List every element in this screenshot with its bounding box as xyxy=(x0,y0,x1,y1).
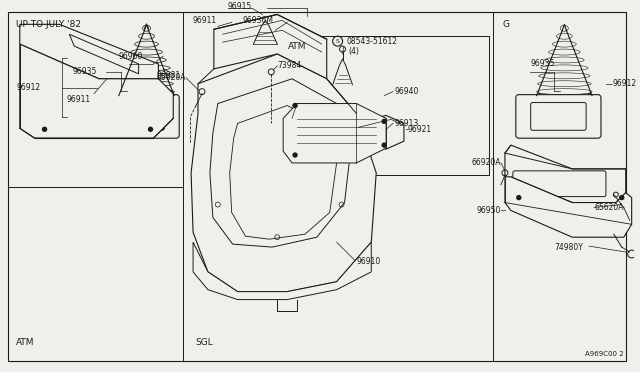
Ellipse shape xyxy=(143,25,150,31)
Text: ATM: ATM xyxy=(16,338,35,347)
Polygon shape xyxy=(283,103,386,163)
Text: 96912: 96912 xyxy=(613,79,637,88)
Ellipse shape xyxy=(556,33,572,39)
Polygon shape xyxy=(20,24,159,79)
Text: 96911: 96911 xyxy=(67,95,90,104)
Ellipse shape xyxy=(538,81,591,87)
Polygon shape xyxy=(193,242,371,299)
Ellipse shape xyxy=(561,25,568,31)
Text: ATM: ATM xyxy=(288,42,307,51)
Text: SGL: SGL xyxy=(195,338,212,347)
Polygon shape xyxy=(355,115,404,149)
Polygon shape xyxy=(505,177,632,237)
Text: A969C00 2: A969C00 2 xyxy=(585,351,624,357)
FancyBboxPatch shape xyxy=(531,103,586,130)
Circle shape xyxy=(293,153,297,157)
Circle shape xyxy=(293,103,297,108)
Text: 96960: 96960 xyxy=(119,51,143,61)
Text: 96910: 96910 xyxy=(356,257,381,266)
Text: 96913: 96913 xyxy=(394,119,419,128)
Text: 96936M: 96936M xyxy=(243,16,273,25)
Text: 74980Y: 74980Y xyxy=(554,243,583,251)
Text: S: S xyxy=(335,39,340,44)
Ellipse shape xyxy=(119,97,174,103)
FancyBboxPatch shape xyxy=(109,103,164,130)
Text: 96915: 96915 xyxy=(228,2,252,11)
Bar xyxy=(283,36,489,175)
Text: 08543-51612: 08543-51612 xyxy=(346,37,397,46)
Circle shape xyxy=(382,143,386,147)
Ellipse shape xyxy=(127,57,166,63)
Text: UP TO JULY '82: UP TO JULY '82 xyxy=(16,20,81,29)
Text: 96921: 96921 xyxy=(408,125,432,134)
Polygon shape xyxy=(210,79,351,247)
Ellipse shape xyxy=(548,49,580,55)
Text: 96935: 96935 xyxy=(72,67,97,76)
Ellipse shape xyxy=(134,41,159,47)
Circle shape xyxy=(517,196,521,200)
Ellipse shape xyxy=(119,91,174,100)
Text: G: G xyxy=(503,20,510,29)
Ellipse shape xyxy=(552,41,576,47)
FancyBboxPatch shape xyxy=(516,94,601,138)
Ellipse shape xyxy=(545,57,584,63)
Ellipse shape xyxy=(539,73,590,79)
Ellipse shape xyxy=(119,89,174,94)
Ellipse shape xyxy=(536,89,592,94)
Ellipse shape xyxy=(536,91,592,100)
Text: 96931: 96931 xyxy=(156,71,180,80)
Ellipse shape xyxy=(121,73,172,79)
Ellipse shape xyxy=(131,49,163,55)
Text: 73984: 73984 xyxy=(277,61,301,70)
Circle shape xyxy=(148,127,152,131)
Circle shape xyxy=(620,196,624,200)
FancyBboxPatch shape xyxy=(94,94,179,138)
Circle shape xyxy=(382,119,386,124)
Polygon shape xyxy=(20,44,173,138)
Text: 96940: 96940 xyxy=(394,87,419,96)
Circle shape xyxy=(43,127,47,131)
Text: 65620A: 65620A xyxy=(594,203,623,212)
Polygon shape xyxy=(230,106,337,239)
Text: 96912: 96912 xyxy=(17,83,41,92)
Ellipse shape xyxy=(139,33,154,39)
Text: 66920A: 66920A xyxy=(472,158,501,167)
Polygon shape xyxy=(214,15,327,79)
Text: 65620A: 65620A xyxy=(157,73,186,82)
Polygon shape xyxy=(505,145,626,202)
Ellipse shape xyxy=(120,81,173,87)
Text: 96950: 96950 xyxy=(477,206,501,215)
FancyBboxPatch shape xyxy=(513,171,606,197)
Text: 96935: 96935 xyxy=(531,60,555,68)
Text: (4): (4) xyxy=(349,46,360,55)
Polygon shape xyxy=(191,54,376,292)
Ellipse shape xyxy=(541,65,588,71)
Ellipse shape xyxy=(123,65,170,71)
Text: 96911: 96911 xyxy=(192,16,216,25)
Polygon shape xyxy=(69,34,139,74)
